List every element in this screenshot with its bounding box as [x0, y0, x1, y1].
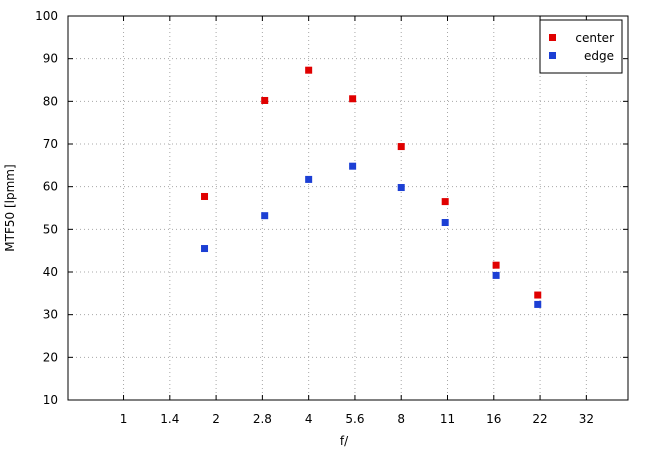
y-tick-label: 60 [43, 180, 58, 194]
legend-label-center: center [575, 31, 614, 45]
y-tick-label: 30 [43, 308, 58, 322]
data-point-edge [397, 184, 405, 192]
y-tick-label: 90 [43, 52, 58, 66]
y-tick-label: 40 [43, 265, 58, 279]
y-tick-label: 100 [35, 9, 58, 23]
legend-label-edge: edge [584, 49, 614, 63]
data-point-edge [492, 271, 500, 279]
legend-marker-edge [549, 52, 556, 59]
data-point-center [349, 95, 357, 103]
x-tick-label: 1 [120, 412, 128, 426]
x-tick-label: 22 [532, 412, 547, 426]
data-point-center [261, 96, 269, 104]
axis-ticks: 1 1.4 2 2.8 4 5.6 8 11 16 22 32 10 20 30 40 50 60 70 80 90 1… [35, 9, 628, 426]
legend-box [539, 19, 623, 74]
x-tick-label: 1.4 [160, 412, 179, 426]
x-axis-title: f/ [340, 434, 349, 448]
legend: center edge [539, 19, 623, 74]
data-point-center [397, 143, 405, 151]
y-tick-label: 50 [43, 222, 58, 236]
data-point-edge [349, 162, 357, 170]
x-tick-label: 8 [397, 412, 405, 426]
data-point-center [201, 192, 209, 200]
data-points [201, 66, 542, 308]
grid [68, 16, 628, 400]
legend-marker-center [549, 34, 556, 41]
x-tick-label: 16 [486, 412, 501, 426]
y-tick-label: 20 [43, 350, 58, 364]
data-point-edge [441, 219, 449, 227]
x-tick-label: 2 [212, 412, 220, 426]
data-point-center [534, 291, 542, 299]
data-point-edge [261, 212, 269, 220]
data-point-center [492, 261, 500, 269]
x-tick-label: 11 [440, 412, 455, 426]
y-tick-label: 10 [43, 393, 58, 407]
data-point-center [305, 66, 313, 74]
y-tick-label: 80 [43, 94, 58, 108]
data-point-center [441, 198, 449, 206]
x-tick-label: 2.8 [253, 412, 272, 426]
x-tick-label: 32 [579, 412, 594, 426]
data-point-edge [201, 245, 209, 253]
x-tick-label: 5.6 [345, 412, 364, 426]
plot-frame [67, 15, 629, 401]
y-tick-label: 70 [43, 137, 58, 151]
y-axis-title: MTF50 [lpmm] [3, 164, 17, 251]
data-point-edge [534, 300, 542, 308]
x-tick-label: 4 [305, 412, 313, 426]
data-point-edge [305, 175, 313, 183]
